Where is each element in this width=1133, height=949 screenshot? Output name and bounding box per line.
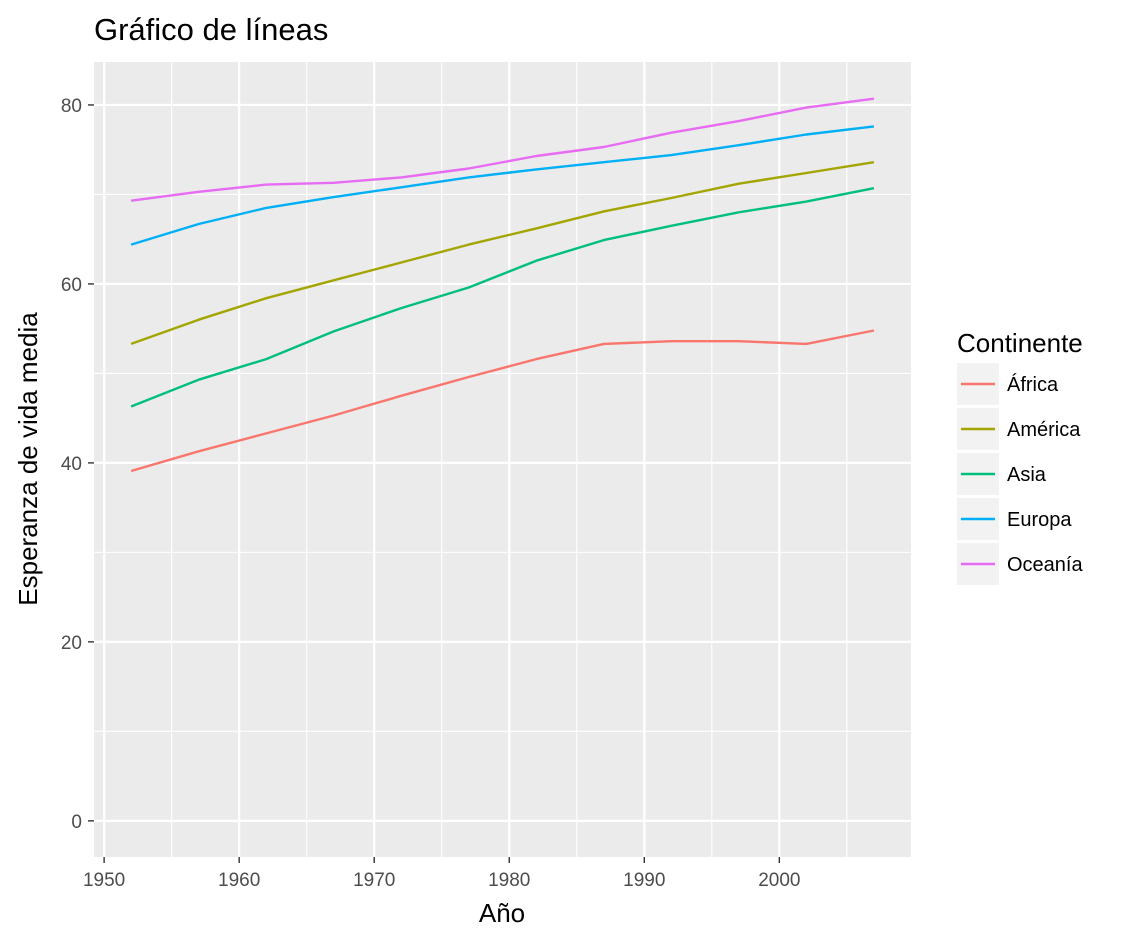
x-tick-label: 1960 <box>218 870 260 891</box>
y-tick-label: 80 <box>61 96 82 117</box>
legend-item: África <box>957 363 1059 405</box>
series-line <box>130 161 875 346</box>
y-axis-title: Esperanza de vida media <box>13 312 43 606</box>
legend-label: Europa <box>1007 509 1072 531</box>
legend-item: Europa <box>957 498 1072 540</box>
legend-item: Oceanía <box>957 543 1083 585</box>
series-line <box>130 125 875 246</box>
x-tick-label: 1990 <box>623 870 665 891</box>
legend: Continente África América Asia Europa Oceaní… <box>957 328 1083 585</box>
x-tick-label: 1950 <box>83 870 125 891</box>
x-axis-title: Año <box>479 898 525 928</box>
legend-label: Oceanía <box>1007 554 1083 576</box>
x-tick-label: 1980 <box>488 870 530 891</box>
legend-item: América <box>957 408 1081 450</box>
y-tick-label: 20 <box>61 633 82 654</box>
y-axis: 0 20 40 60 80 <box>61 96 94 833</box>
y-tick-label: 0 <box>71 812 82 833</box>
x-tick-label: 1970 <box>353 870 395 891</box>
legend-title: Continente <box>957 328 1083 358</box>
x-axis: 1950 1960 1970 1980 1990 2000 <box>83 857 800 891</box>
legend-label: Asia <box>1007 464 1047 486</box>
plot-panel <box>94 62 911 857</box>
legend-label: África <box>1007 373 1059 396</box>
series-line <box>130 97 875 202</box>
major-gridlines <box>94 62 911 857</box>
series-line <box>130 187 875 408</box>
y-tick-label: 40 <box>61 454 82 475</box>
series-line <box>130 329 875 473</box>
x-tick-label: 2000 <box>758 870 800 891</box>
y-tick-label: 60 <box>61 275 82 296</box>
series-lines <box>130 97 875 473</box>
legend-label: América <box>1007 419 1081 441</box>
chart-title: Gráfico de líneas <box>94 12 328 47</box>
legend-item: Asia <box>957 453 1047 495</box>
